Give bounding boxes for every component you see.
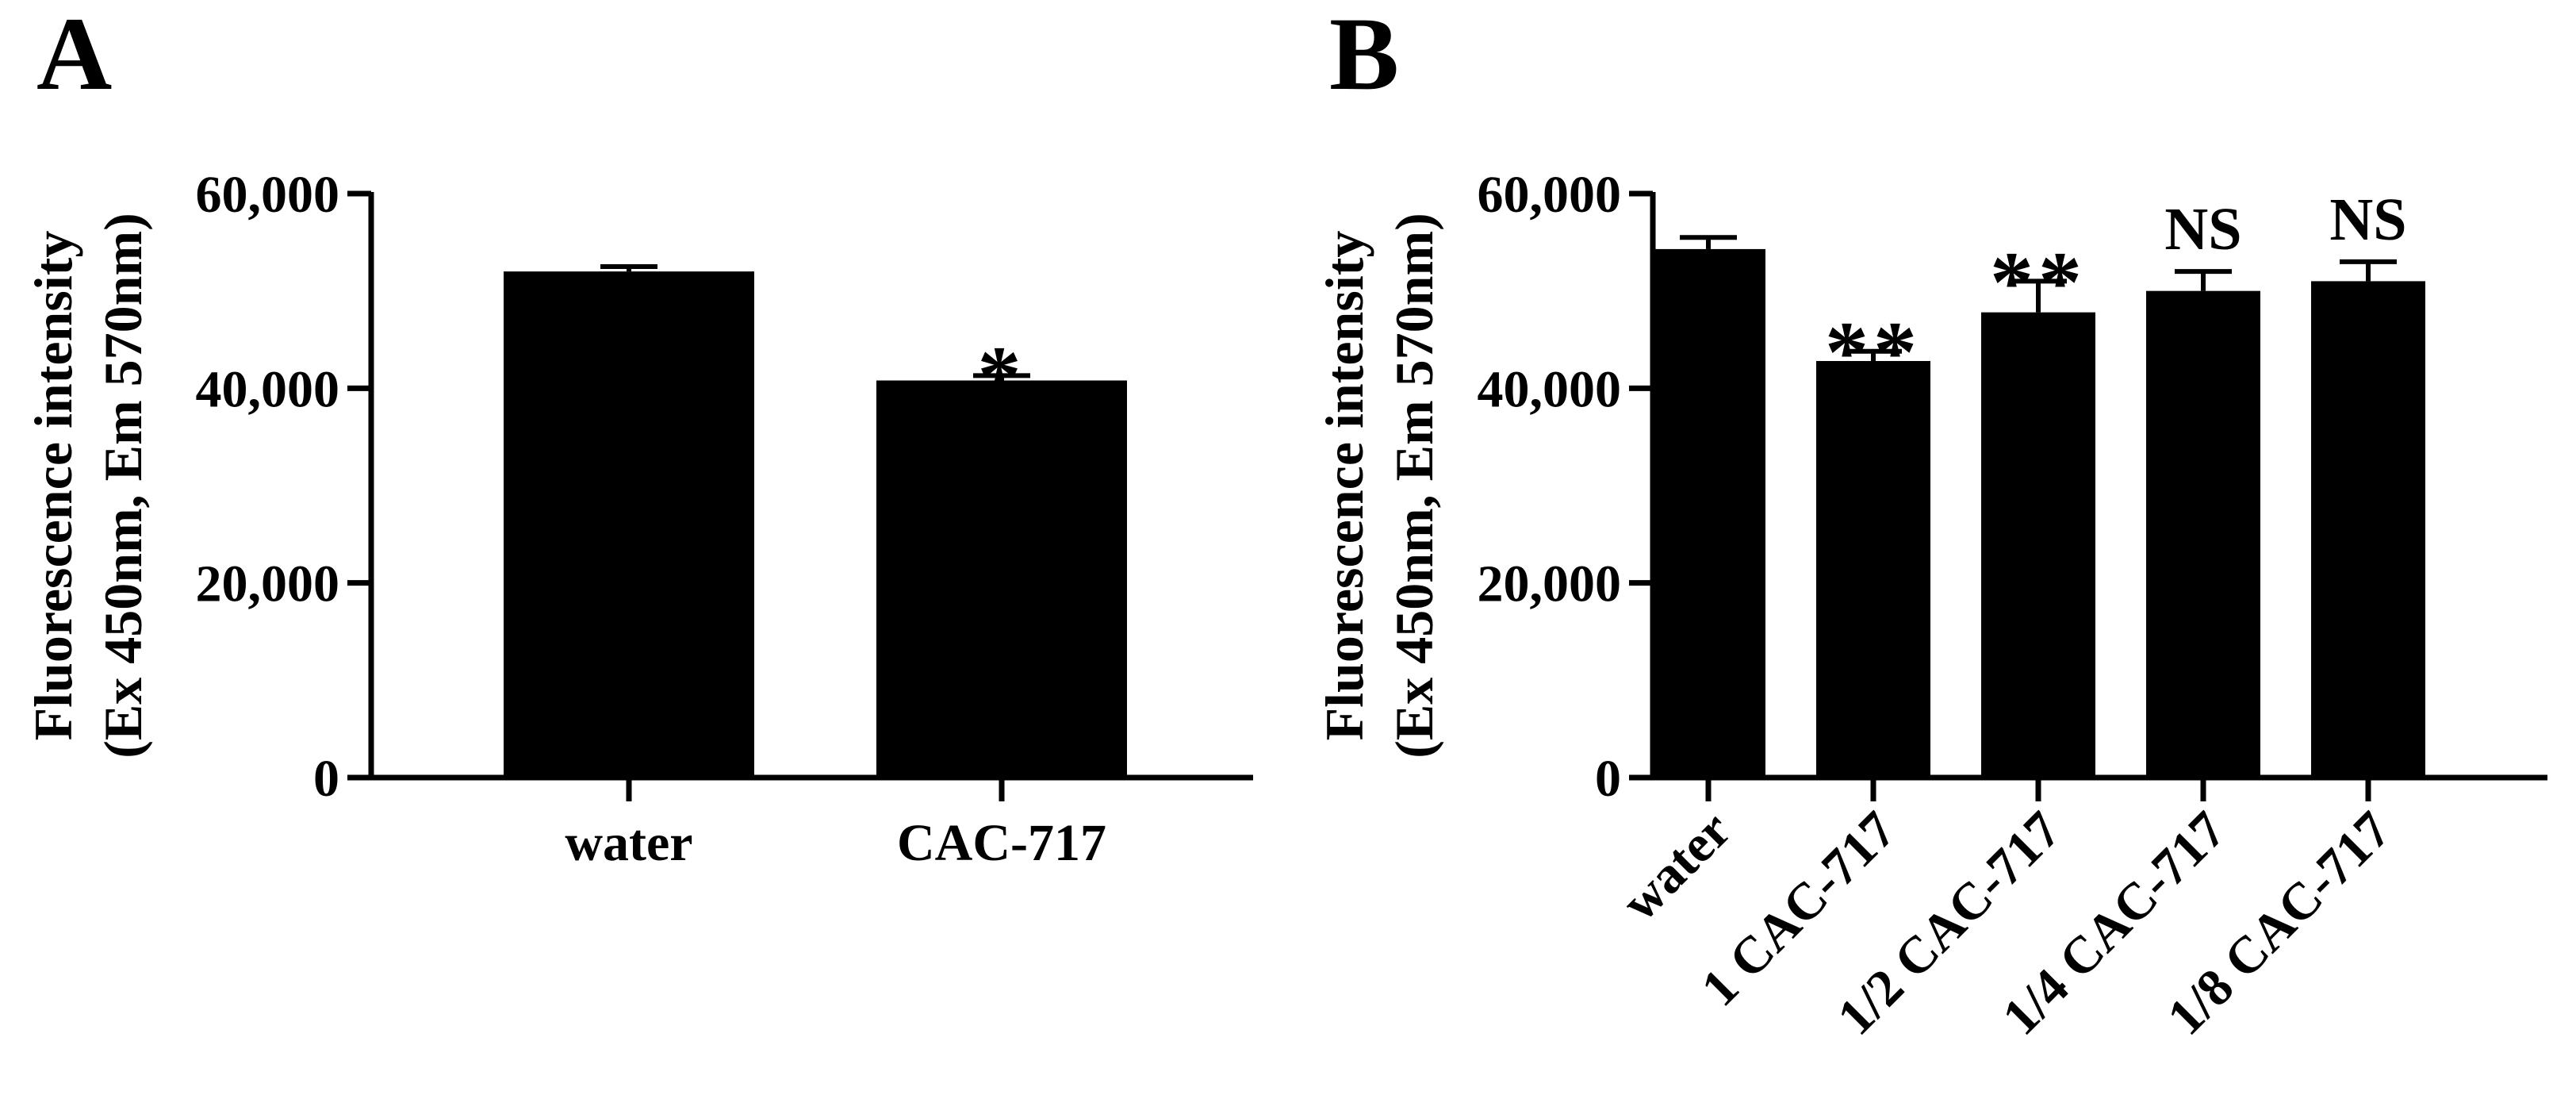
x-tick-label: CAC-717: [897, 814, 1106, 872]
significance-label: *: [978, 328, 1026, 424]
bar: [2311, 281, 2425, 778]
significance-label: **: [1990, 233, 2087, 330]
y-tick-label: 60,000: [1478, 166, 1622, 224]
y-tick-label: 60,000: [196, 166, 340, 224]
panel-letter: B: [1329, 0, 1399, 112]
y-axis-label-line: Fluorescence intensity: [1314, 231, 1374, 741]
significance-label: NS: [2164, 196, 2241, 263]
y-tick-label: 40,000: [196, 360, 340, 418]
significance-label: NS: [2329, 186, 2406, 253]
y-axis-label-line: (Ex 450nm, Em 570nm): [93, 213, 153, 759]
chart-panel-b: B Fluorescence intensity (Ex 450nm, Em 570…: [1314, 0, 2547, 1047]
y-tick-label: 20,000: [1478, 555, 1622, 613]
y-axis-label-line: Fluorescence intensity: [23, 231, 83, 741]
y-tick-label: 0: [313, 750, 339, 808]
y-tick-label: 0: [1595, 750, 1621, 808]
panel-letter: A: [36, 0, 112, 112]
bar: [2146, 290, 2260, 778]
x-tick-label: water: [1611, 801, 1742, 932]
x-tick-label: water: [565, 814, 692, 872]
significance-label: **: [1825, 304, 1922, 401]
bar: [1816, 360, 1930, 778]
chart-panel-a: A Fluorescence intensity (Ex 450nm, Em 570…: [23, 0, 1253, 872]
y-axis-label-line: (Ex 450nm, Em 570nm): [1384, 213, 1444, 759]
bar: [876, 380, 1127, 778]
bar: [1651, 248, 1765, 778]
y-tick-label: 20,000: [196, 555, 340, 613]
bar: [504, 271, 754, 778]
y-tick-label: 40,000: [1478, 360, 1622, 418]
bar: [1981, 312, 2095, 778]
